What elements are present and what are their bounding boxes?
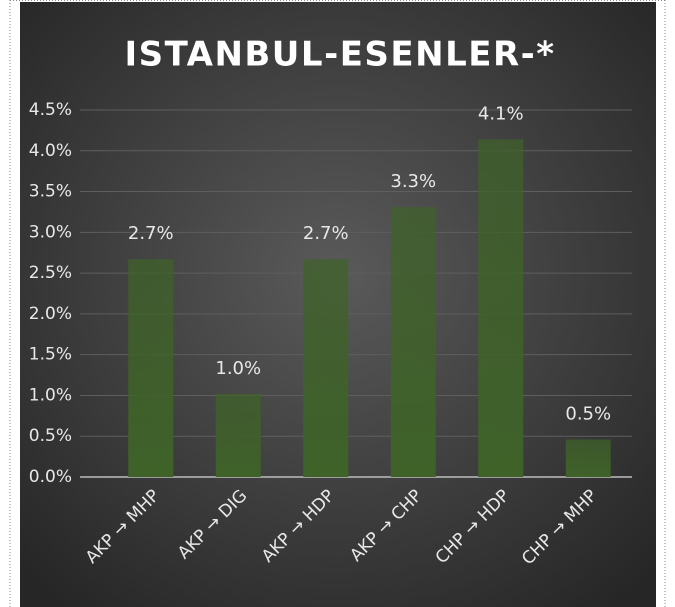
y-tick-label: 0.5% (29, 426, 72, 446)
chart-title: ISTANBUL-ESENLER-* (124, 35, 555, 75)
y-tick-label: 3.0% (29, 222, 72, 242)
data-label: 1.0% (215, 358, 261, 379)
y-tick-label: 4.5% (29, 100, 72, 120)
data-label: 2.7% (303, 223, 349, 244)
y-tick-label: 1.5% (29, 345, 72, 365)
y-tick-label: 2.5% (29, 263, 72, 283)
y-tick-label: 1.0% (29, 385, 72, 405)
data-label: 2.7% (128, 223, 174, 244)
bar (390, 207, 436, 477)
y-tick-label: 0.0% (29, 467, 72, 487)
data-label: 3.3% (390, 171, 436, 192)
bar (128, 259, 174, 477)
data-label: 4.1% (478, 103, 524, 124)
bar (478, 139, 524, 478)
y-tick-label: 4.0% (29, 141, 72, 161)
y-tick-label: 3.5% (29, 182, 72, 202)
data-label: 0.5% (565, 403, 611, 424)
bar (303, 259, 349, 477)
bar (215, 393, 261, 477)
y-tick-label: 2.0% (29, 304, 72, 324)
bar (565, 439, 611, 477)
